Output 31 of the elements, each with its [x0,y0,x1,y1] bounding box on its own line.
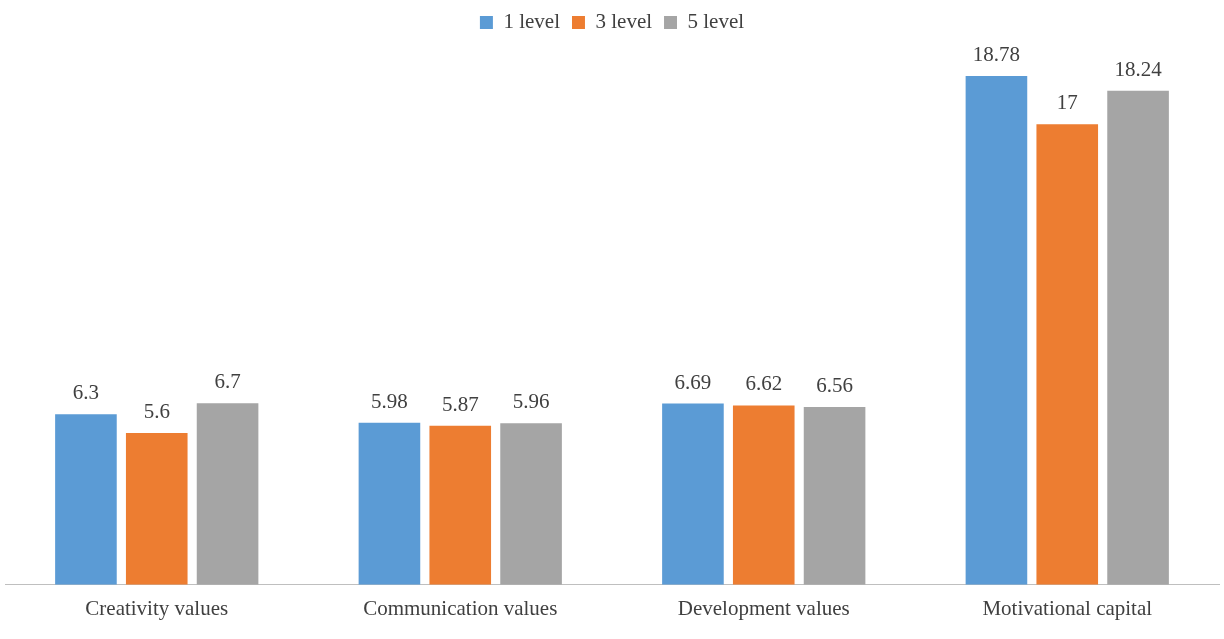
data-label: 5.96 [512,389,550,414]
bar [55,414,117,585]
bar [196,403,259,585]
legend-label: 1 level [503,9,561,34]
data-label: 6.56 [816,373,853,398]
bar [429,425,492,585]
data-label: 5.87 [441,391,479,416]
data-label: 6.7 [214,369,241,394]
data-label: 17 [1056,90,1078,115]
x-tick-label: Development values [677,595,850,620]
bar [358,422,421,585]
x-tick-label: Motivational capital [982,595,1153,620]
bar [662,403,724,585]
x-tick-label: Communication values [363,595,558,620]
legend-label: 5 level [687,9,745,34]
data-label: 18.78 [972,42,1021,67]
data-label: 6.62 [745,371,783,396]
bar [500,423,562,585]
bar [965,76,1028,585]
legend-label: 3 level [595,9,653,34]
bar [125,433,188,585]
data-label: 5.98 [371,388,408,413]
bar [803,407,866,585]
data-label: 6.69 [674,369,712,394]
data-label: 5.6 [143,399,170,424]
bar [1036,124,1099,585]
data-label: 6.3 [72,380,100,405]
bar [1107,90,1169,585]
x-tick-label: Creativity values [85,595,229,620]
data-label: 18.24 [1114,56,1163,81]
bar [732,405,795,585]
